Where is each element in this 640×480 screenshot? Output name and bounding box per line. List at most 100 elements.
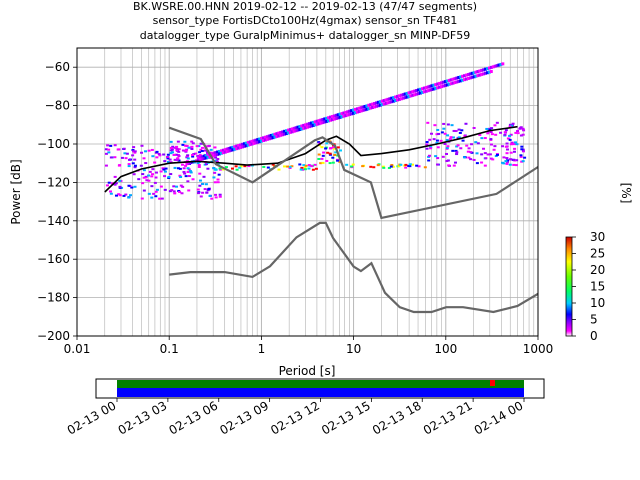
heatmap-cell	[246, 141, 250, 145]
timeline-tick-label: 02-14 00	[472, 398, 526, 437]
heatmap-cell	[455, 151, 459, 154]
heatmap-cell	[342, 111, 346, 115]
heatmap-cell	[208, 194, 212, 197]
heatmap-cell	[118, 186, 122, 189]
heatmap-cell	[427, 159, 431, 162]
heatmap-cell	[508, 138, 512, 141]
heatmap-cell	[336, 113, 340, 117]
heatmap-cell	[380, 99, 384, 103]
heatmap-cell	[237, 146, 241, 150]
heatmap-cell	[202, 154, 206, 158]
heatmap-cell	[350, 112, 354, 116]
heatmap-cell	[428, 88, 432, 92]
heatmap-cell	[391, 165, 395, 168]
heatmap-cell	[187, 146, 191, 149]
heatmap-cell	[196, 155, 200, 158]
heatmap-cell	[512, 143, 516, 146]
heatmap-cell	[283, 132, 287, 136]
heatmap-cell	[203, 188, 207, 191]
heatmap-cell	[365, 104, 369, 108]
heatmap-cell	[382, 102, 386, 106]
heatmap-cell	[197, 165, 201, 168]
heatmap-cell	[175, 185, 179, 188]
colorbar-ticks: 0 5 10 15 20 25 30	[572, 230, 605, 343]
heatmap-cell	[346, 113, 350, 117]
heatmap-cell	[313, 120, 317, 124]
heatmap-cell	[451, 149, 455, 152]
heatmap-cell	[429, 147, 433, 150]
heatmap-cell	[480, 153, 484, 156]
x-tick-label: 10	[346, 342, 361, 356]
heatmap-cell	[474, 74, 478, 78]
heatmap-cell	[332, 146, 336, 149]
heatmap-cell	[454, 130, 458, 133]
heatmap-cell	[230, 167, 234, 170]
heatmap-cell	[455, 145, 459, 148]
heatmap-cell	[124, 157, 128, 160]
heatmap-cell	[304, 164, 308, 167]
heatmap-cell	[176, 157, 180, 160]
heatmap-cell	[300, 166, 304, 169]
heatmap-cell	[420, 90, 424, 94]
heatmap-cell	[207, 144, 211, 147]
heatmap-cell	[306, 122, 310, 126]
heatmap-cell	[452, 164, 456, 167]
heatmap-cell	[321, 121, 325, 125]
heatmap-cell	[487, 66, 491, 70]
heatmap-cell	[359, 106, 363, 110]
heatmap-cell	[210, 152, 214, 156]
heatmap-cell	[467, 156, 471, 159]
heatmap-cell	[168, 158, 172, 161]
heatmap-cell	[151, 155, 155, 158]
heatmap-cell	[399, 97, 403, 101]
heatmap-cell	[314, 167, 318, 170]
heatmap-cell	[216, 158, 220, 161]
heatmap-cell	[388, 100, 392, 104]
colorbar-gradient	[565, 236, 573, 337]
heatmap-cell	[487, 70, 491, 74]
heatmap-cell	[288, 128, 292, 132]
heatmap-cell	[218, 168, 222, 171]
heatmap-cell	[227, 149, 231, 153]
heatmap-cell	[434, 86, 438, 90]
heatmap-cell	[325, 159, 329, 162]
heatmap-cell	[506, 159, 510, 162]
heatmap-cell	[381, 165, 385, 168]
heatmap-cell	[244, 144, 248, 148]
colorbar-tick-label: 5	[590, 313, 598, 327]
heatmap-cell	[465, 144, 469, 147]
heatmap-cell	[206, 152, 210, 155]
heatmap-cell	[317, 119, 321, 123]
heatmap-cell	[359, 109, 363, 113]
heatmap-cell	[169, 161, 173, 164]
heatmap-cell	[250, 142, 254, 146]
heatmap-cell	[443, 132, 447, 135]
heatmap-cell	[147, 192, 151, 195]
heatmap-cell	[190, 145, 194, 148]
heatmap-cell	[309, 121, 313, 125]
heatmap-cell	[453, 81, 457, 85]
heatmap-cell	[438, 81, 442, 85]
heatmap-cell	[204, 154, 208, 158]
heatmap-cell	[311, 168, 315, 171]
heatmap-cell	[456, 144, 460, 147]
heatmap-cell	[217, 173, 221, 176]
heatmap-cell	[443, 142, 447, 145]
heatmap-cell	[260, 136, 264, 140]
heatmap-cell	[127, 184, 131, 187]
heatmap-cell	[472, 75, 476, 79]
heatmap-cell	[247, 165, 251, 168]
heatmap-cell	[382, 99, 386, 103]
heatmap-cell	[357, 106, 361, 110]
heatmap-cell	[214, 193, 218, 196]
heatmap-cell	[320, 146, 324, 149]
heatmap-cell	[519, 155, 523, 158]
heatmap-cell	[345, 163, 349, 166]
heatmap-cell	[267, 137, 271, 141]
heatmap-cell	[350, 109, 354, 113]
heatmap-cell	[157, 153, 161, 156]
heatmap-cell	[265, 135, 269, 139]
heatmap-cell	[206, 153, 210, 157]
heatmap-cell	[206, 155, 210, 159]
